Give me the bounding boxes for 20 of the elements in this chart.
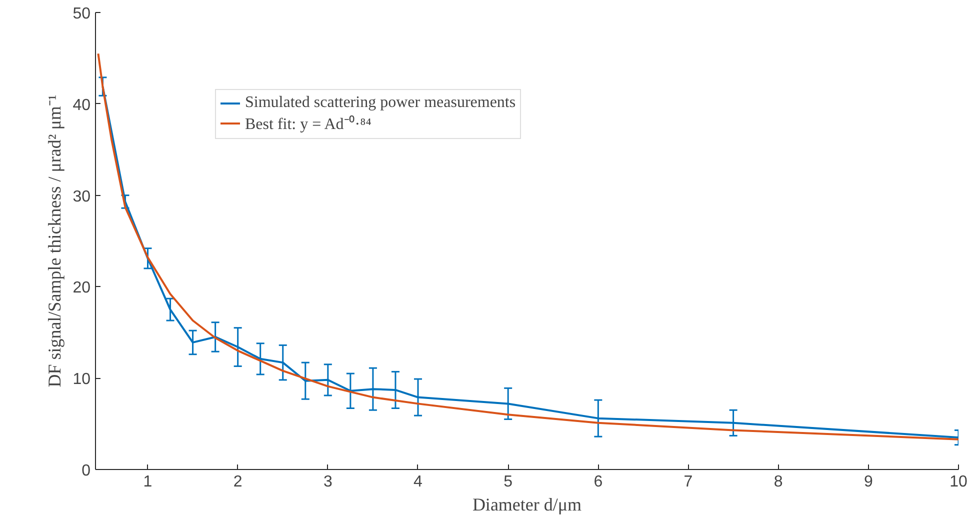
y-tick-label: 0 [82, 462, 91, 480]
y-tick-label: 50 [72, 6, 91, 22]
y-tick-label: 30 [72, 188, 91, 206]
y-tick-label: 20 [72, 280, 91, 297]
x-tick-label: 8 [774, 474, 783, 490]
x-tick-label: 6 [594, 474, 603, 490]
legend-label: Best fit: y = Ad⁻⁰·⁸⁴ [245, 114, 372, 134]
legend-label: Simulated scattering power measurements [245, 94, 516, 112]
x-tick-label: 5 [504, 474, 513, 490]
x-tick-label: 3 [323, 474, 332, 490]
x-tick-label: 9 [864, 474, 873, 490]
x-axis-title: Diameter d/μm [472, 494, 582, 514]
x-tick-label: 7 [684, 474, 693, 490]
y-tick-label: 40 [72, 96, 91, 114]
y-tick-label: 10 [72, 371, 91, 388]
x-tick-label: 2 [233, 474, 242, 490]
x-tick-label: 10 [950, 474, 968, 490]
x-tick-label: 1 [143, 474, 152, 490]
x-tick-label: 4 [414, 474, 423, 490]
y-axis-title: DF signal/Sample thickness / μrad² μm⁻¹ [44, 94, 65, 388]
